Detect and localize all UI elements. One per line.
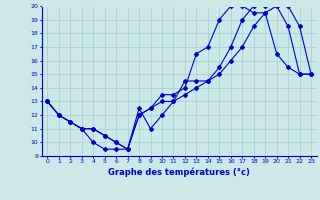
X-axis label: Graphe des températures (°c): Graphe des températures (°c) [108, 167, 250, 177]
